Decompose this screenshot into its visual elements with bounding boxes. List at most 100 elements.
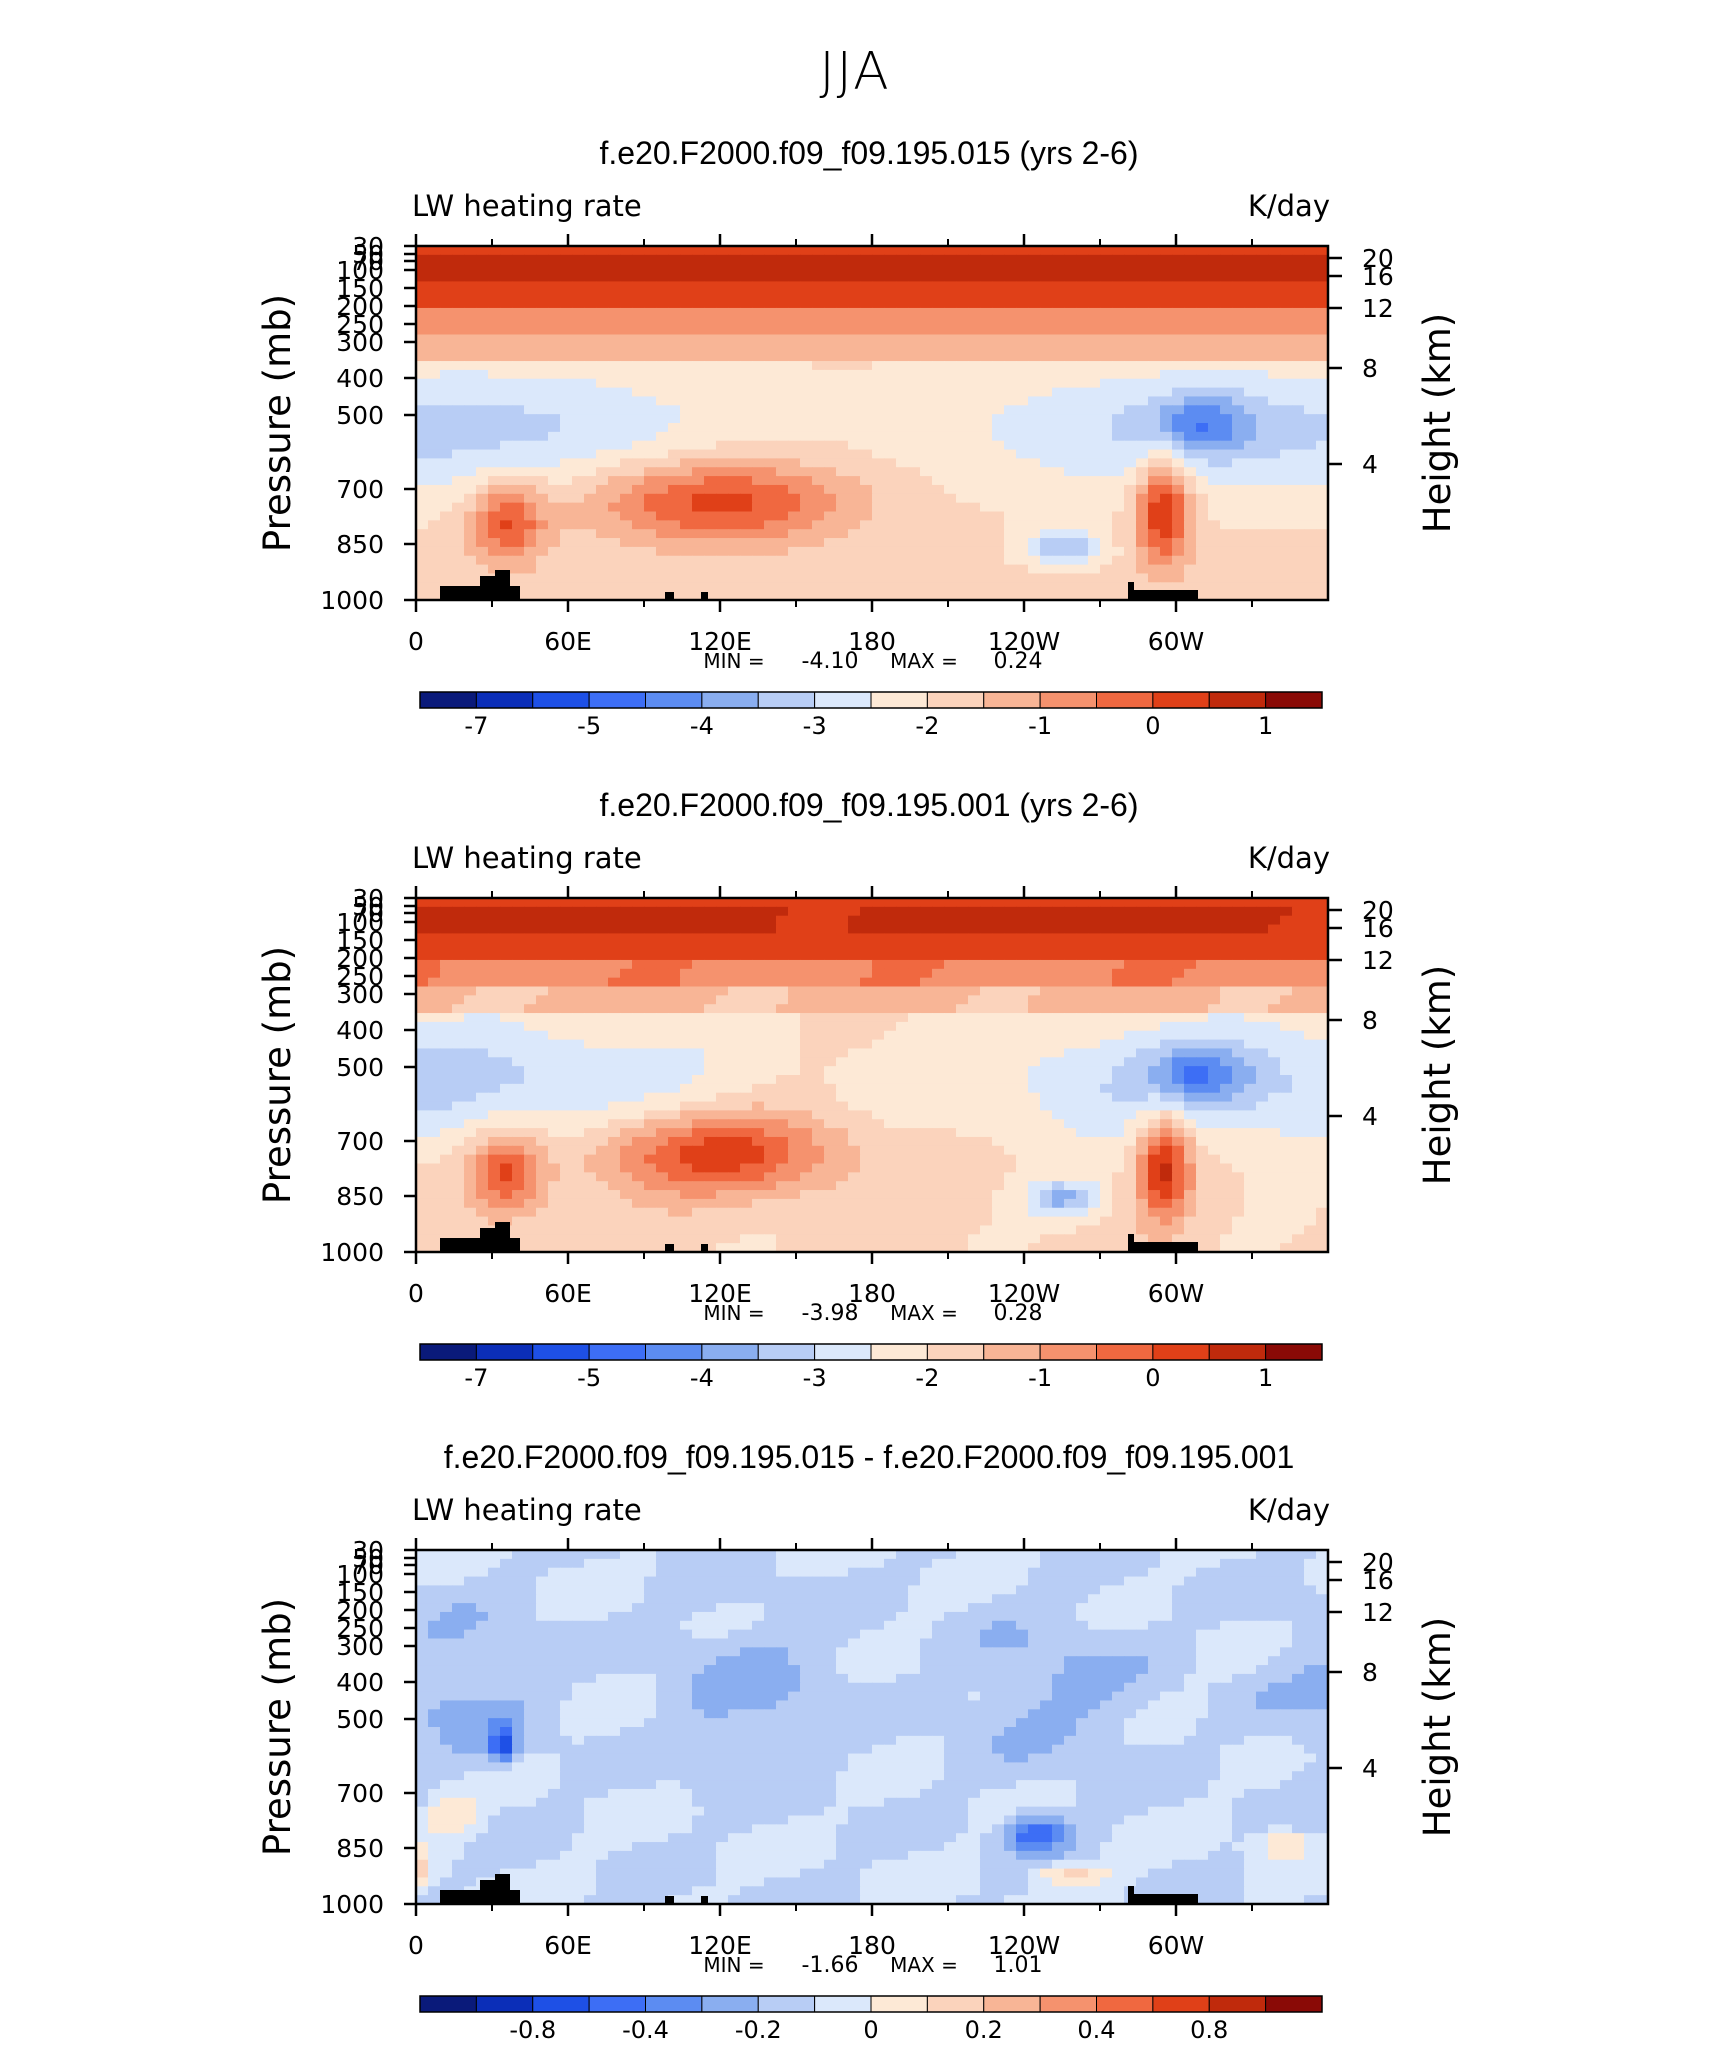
heatmap-cell bbox=[776, 335, 789, 344]
heatmap-cell bbox=[1196, 1013, 1209, 1022]
heatmap-cell bbox=[992, 1040, 1005, 1049]
heatmap-cell bbox=[812, 987, 825, 996]
heatmap-cell bbox=[1112, 933, 1125, 942]
heatmap-cell bbox=[1280, 978, 1293, 987]
heatmap-cell bbox=[1292, 299, 1305, 308]
heatmap-cell bbox=[764, 995, 777, 1004]
heatmap-cell bbox=[1136, 485, 1149, 494]
heatmap-cell bbox=[1232, 494, 1245, 503]
heatmap-cell bbox=[476, 414, 489, 423]
heatmap-cell bbox=[1112, 520, 1125, 529]
heatmap-cell bbox=[728, 485, 741, 494]
heatmap-cell bbox=[668, 1040, 681, 1049]
heatmap-cell bbox=[620, 1093, 633, 1102]
heatmap-cell bbox=[644, 951, 657, 960]
heatmap-cell bbox=[1184, 379, 1197, 388]
heatmap-cell bbox=[464, 1075, 477, 1084]
heatmap-cell bbox=[428, 538, 441, 547]
heatmap-cell bbox=[764, 1084, 777, 1093]
heatmap-cell bbox=[1136, 1040, 1149, 1049]
heatmap-cell bbox=[920, 907, 933, 916]
heatmap-cell bbox=[884, 441, 897, 450]
heatmap-cell bbox=[1136, 951, 1149, 960]
heatmap-cell bbox=[788, 995, 801, 1004]
heatmap-cell bbox=[1040, 450, 1053, 459]
heatmap-cell bbox=[476, 520, 489, 529]
heatmap-cell bbox=[716, 987, 729, 996]
heatmap-cell bbox=[1232, 308, 1245, 317]
heatmap-cell bbox=[1016, 547, 1029, 556]
heatmap-cell bbox=[620, 450, 633, 459]
heatmap-cell bbox=[1076, 414, 1089, 423]
heatmap-cell bbox=[1040, 916, 1053, 925]
heatmap-cell bbox=[992, 246, 1005, 255]
heatmap-cell bbox=[584, 432, 597, 441]
heatmap-cell bbox=[596, 960, 609, 969]
heatmap-cell bbox=[1280, 987, 1293, 996]
heatmap-cell bbox=[932, 432, 945, 441]
heatmap-cell bbox=[608, 1048, 621, 1057]
heatmap-cell bbox=[1004, 432, 1017, 441]
heatmap-cell bbox=[632, 273, 645, 282]
heatmap-cell bbox=[512, 352, 525, 361]
heatmap-cell bbox=[608, 582, 621, 591]
heatmap-cell bbox=[524, 1057, 537, 1066]
heatmap-cell bbox=[692, 246, 705, 255]
heatmap-cell bbox=[1124, 326, 1137, 335]
heatmap-cell bbox=[1256, 432, 1269, 441]
heatmap-cell bbox=[848, 326, 861, 335]
heatmap-cell bbox=[992, 494, 1005, 503]
heatmap-cell bbox=[1232, 987, 1245, 996]
heatmap-cell bbox=[1112, 317, 1125, 326]
heatmap-cell bbox=[704, 969, 717, 978]
heatmap-cell bbox=[932, 458, 945, 467]
heatmap-cell bbox=[1220, 538, 1233, 547]
heatmap-cell bbox=[1304, 1004, 1317, 1013]
heatmap-cell bbox=[740, 942, 753, 951]
heatmap-cell bbox=[896, 1102, 909, 1111]
heatmap-cell bbox=[1064, 1013, 1077, 1022]
heatmap-cell bbox=[872, 1048, 885, 1057]
heatmap-cell bbox=[1016, 370, 1029, 379]
heatmap-cell bbox=[716, 281, 729, 290]
heatmap-cell bbox=[476, 1004, 489, 1013]
heatmap-cell bbox=[1184, 1075, 1197, 1084]
heatmap-cell bbox=[776, 960, 789, 969]
heatmap-cell bbox=[1316, 388, 1329, 397]
heatmap-cell bbox=[548, 255, 561, 264]
heatmap-cell bbox=[1280, 582, 1293, 591]
heatmap-cell bbox=[1136, 423, 1149, 432]
heatmap-cell bbox=[812, 379, 825, 388]
heatmap-cell bbox=[788, 565, 801, 574]
heatmap-cell bbox=[1004, 556, 1017, 565]
heatmap-cell bbox=[704, 352, 717, 361]
heatmap-cell bbox=[800, 907, 813, 916]
heatmap-cell bbox=[668, 494, 681, 503]
heatmap-cell bbox=[500, 246, 513, 255]
heatmap-cell bbox=[1052, 547, 1065, 556]
heatmap-cell bbox=[1160, 1031, 1173, 1040]
heatmap-cell bbox=[500, 467, 513, 476]
heatmap-cell bbox=[632, 916, 645, 925]
heatmap-cell bbox=[824, 556, 837, 565]
heatmap-cell bbox=[1028, 450, 1041, 459]
heatmap-cell bbox=[740, 326, 753, 335]
heatmap-cell bbox=[944, 290, 957, 299]
heatmap-cell bbox=[1316, 512, 1329, 521]
heatmap-cell bbox=[1268, 582, 1281, 591]
heatmap-cell bbox=[1136, 907, 1149, 916]
colorbar-label: 1 bbox=[1258, 712, 1273, 740]
heatmap-cell bbox=[836, 361, 849, 370]
heatmap-cell bbox=[1268, 969, 1281, 978]
heatmap-cell bbox=[536, 352, 549, 361]
heatmap-cell bbox=[512, 467, 525, 476]
heatmap-cell bbox=[464, 1110, 477, 1119]
heatmap-cell bbox=[788, 907, 801, 916]
heatmap-cell bbox=[692, 969, 705, 978]
heatmap-cell bbox=[980, 951, 993, 960]
heatmap-cell bbox=[452, 281, 465, 290]
heatmap-cell bbox=[1076, 582, 1089, 591]
heatmap-cell bbox=[536, 388, 549, 397]
heatmap-cell bbox=[1172, 361, 1185, 370]
heatmap-cell bbox=[956, 529, 969, 538]
